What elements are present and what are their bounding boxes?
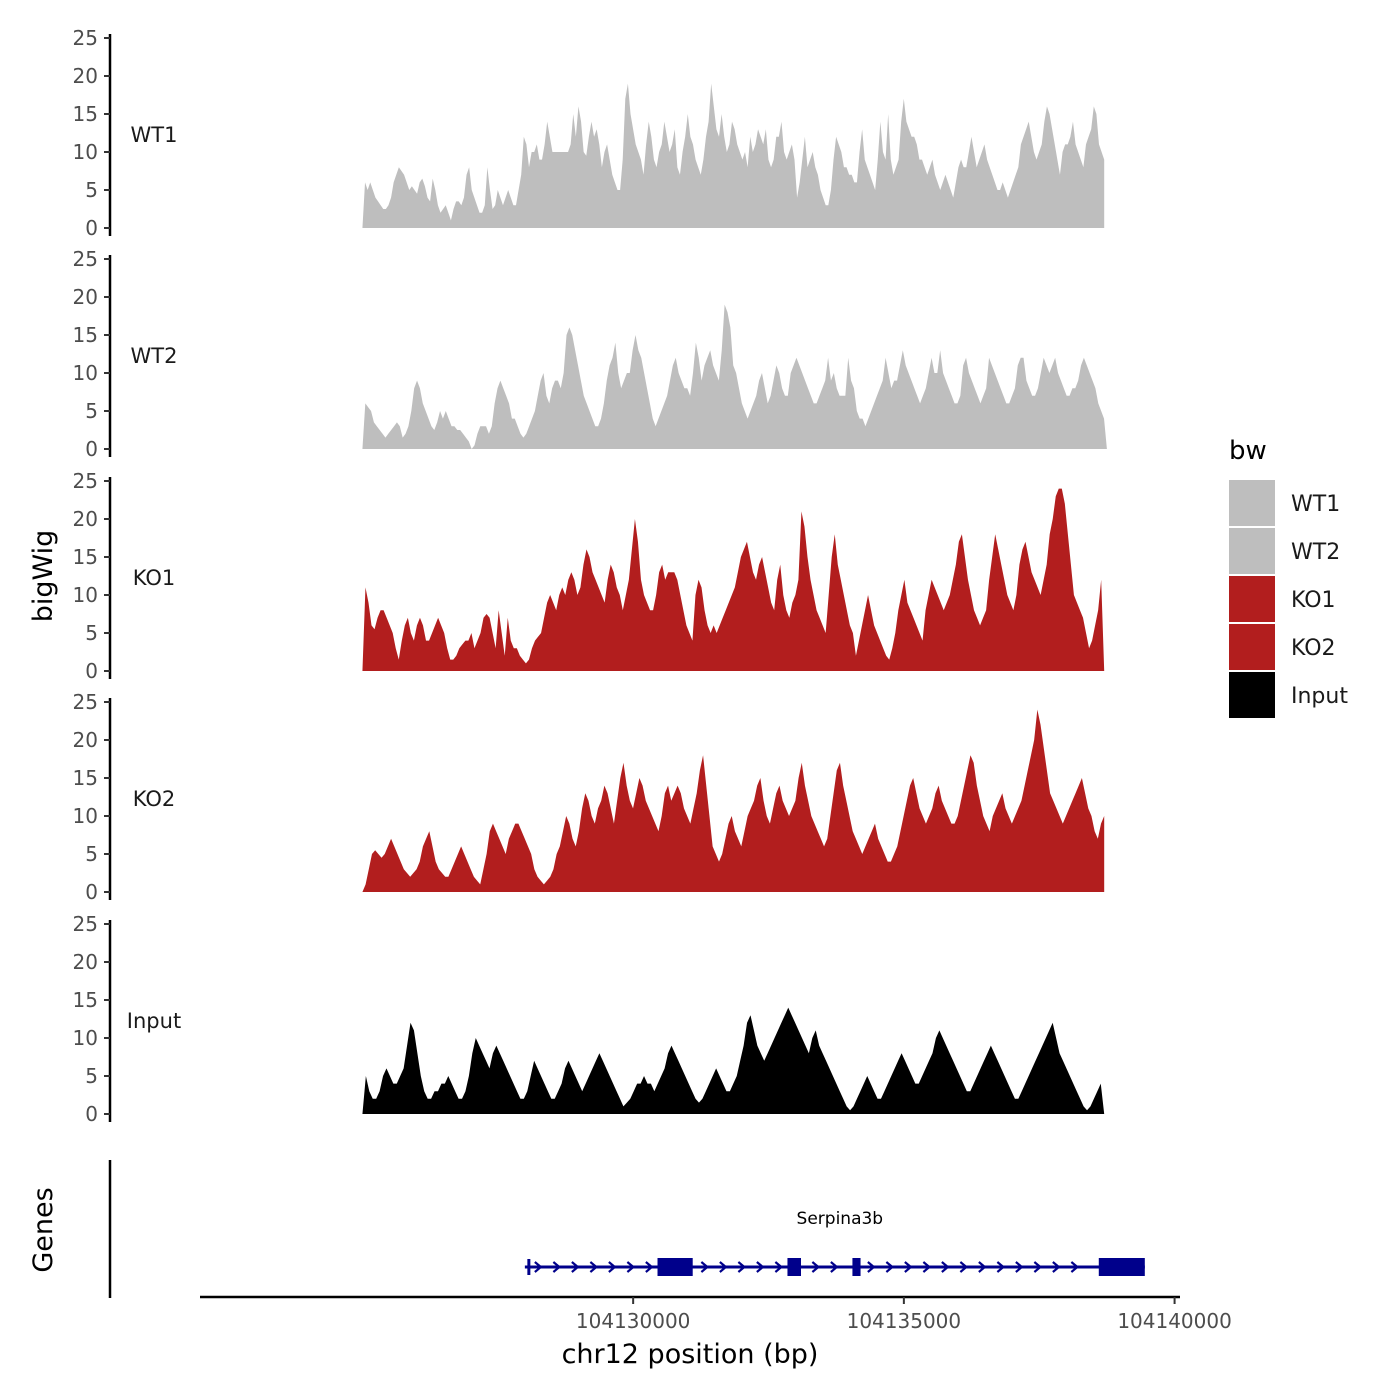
y-tick-label-input: 5 [85, 1064, 98, 1088]
strand-arrow [1015, 1261, 1024, 1273]
strand-arrow [700, 1261, 710, 1273]
coverage-area-ko1 [362, 488, 1105, 671]
x-tick-label: 104130000 [576, 1309, 691, 1333]
strand-arrow [1052, 1261, 1061, 1273]
y-tick-label-wt2: 5 [85, 399, 98, 423]
y-tick-label-wt1: 25 [73, 26, 98, 50]
legend-title: bw [1229, 436, 1267, 466]
strand-arrow [534, 1261, 543, 1273]
gene-exon [852, 1258, 861, 1276]
x-tick-label: 104135000 [847, 1309, 962, 1333]
strand-arrow [830, 1261, 839, 1273]
y-tick-label-input: 10 [73, 1026, 98, 1050]
x-axis-title: chr12 position (bp) [562, 1339, 819, 1370]
y-tick-label-ko1: 15 [73, 545, 98, 569]
y-tick-label-wt2: 15 [73, 323, 98, 347]
legend-label-ko1: KO1 [1291, 588, 1336, 613]
legend-label-ko2: KO2 [1291, 636, 1336, 661]
legend-key-ko1 [1229, 576, 1275, 622]
strand-arrow [978, 1261, 987, 1273]
genes-title: Genes [28, 1187, 59, 1272]
legend-label-wt2: WT2 [1291, 540, 1340, 565]
y-tick-label-input: 20 [73, 950, 98, 974]
y-tick-label-ko2: 0 [85, 880, 98, 904]
gene-name-label: Serpina3b [797, 1209, 884, 1229]
strand-arrow [996, 1261, 1006, 1273]
y-tick-label-wt2: 20 [73, 285, 98, 309]
y-tick-label-ko1: 0 [85, 659, 98, 683]
y-tick-label-ko1: 5 [85, 621, 98, 645]
track-label-ko2: KO2 [133, 787, 176, 811]
coverage-area-ko2 [362, 709, 1105, 892]
strand-arrow [552, 1261, 562, 1273]
strand-arrow [1070, 1261, 1080, 1273]
y-tick-label-ko2: 20 [73, 728, 98, 752]
coverage-area-wt1 [362, 83, 1105, 228]
gene-exon [657, 1258, 693, 1276]
y-tick-label-wt2: 10 [73, 361, 98, 385]
strand-arrow [885, 1261, 895, 1273]
strand-arrow [1033, 1261, 1043, 1273]
y-tick-label-ko1: 25 [73, 469, 98, 493]
y-tick-label-ko2: 10 [73, 804, 98, 828]
y-tick-label-wt2: 25 [73, 247, 98, 271]
y-tick-label-wt1: 15 [73, 102, 98, 126]
y-tick-label-ko1: 20 [73, 507, 98, 531]
strand-arrow [959, 1261, 969, 1273]
strand-arrow [589, 1261, 599, 1273]
y-tick-label-wt1: 5 [85, 178, 98, 202]
strand-arrow [719, 1261, 728, 1273]
legend-label-wt1: WT1 [1291, 492, 1340, 517]
strand-arrow [904, 1261, 913, 1273]
strand-arrow [571, 1261, 580, 1273]
strand-arrow [608, 1261, 617, 1273]
track-label-wt1: WT1 [131, 123, 178, 147]
legend-key-wt2 [1229, 528, 1275, 574]
strand-arrow [626, 1261, 636, 1273]
y-tick-label-ko2: 25 [73, 690, 98, 714]
y-tick-label-ko1: 10 [73, 583, 98, 607]
y-tick-label-wt2: 0 [85, 437, 98, 461]
legend-key-ko2 [1229, 624, 1275, 670]
legend-key-input [1229, 672, 1275, 718]
strand-arrow [922, 1261, 932, 1273]
y-tick-label-input: 25 [73, 912, 98, 936]
track-label-wt2: WT2 [131, 344, 178, 368]
y-tick-label-wt1: 10 [73, 140, 98, 164]
coverage-area-wt2 [362, 304, 1107, 449]
y-tick-label-ko2: 5 [85, 842, 98, 866]
y-tick-label-wt1: 20 [73, 64, 98, 88]
x-tick-label: 104140000 [1117, 1309, 1232, 1333]
legend-label-input: Input [1291, 684, 1348, 709]
y-tick-label-wt1: 0 [85, 216, 98, 240]
y-tick-label-input: 0 [85, 1102, 98, 1126]
strand-arrow [774, 1261, 784, 1273]
strand-arrow [811, 1261, 821, 1273]
strand-arrow [756, 1261, 765, 1273]
strand-arrow [737, 1261, 747, 1273]
y-tick-label-ko2: 15 [73, 766, 98, 790]
strand-arrow [941, 1261, 950, 1273]
legend-key-wt1 [1229, 480, 1275, 526]
coverage-area-input [362, 1007, 1105, 1114]
track-label-input: Input [127, 1009, 181, 1033]
gene-exon [1098, 1258, 1145, 1276]
gene-exon [787, 1258, 801, 1276]
strand-arrow [645, 1261, 654, 1273]
strand-arrow [867, 1261, 876, 1273]
y-tick-label-input: 15 [73, 988, 98, 1012]
track-label-ko1: KO1 [133, 566, 176, 590]
y-axis-title: bigWig [28, 530, 59, 623]
